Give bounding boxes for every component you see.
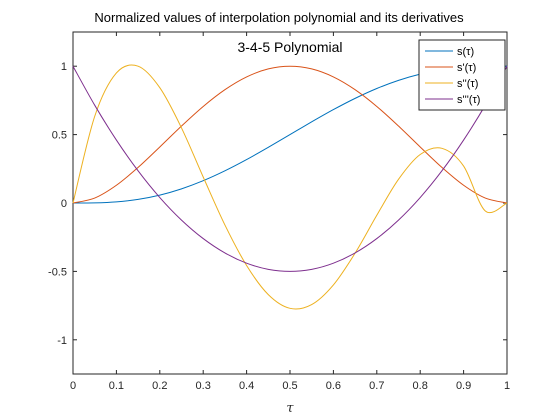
x-tick-label: 0.5 [282, 380, 297, 392]
legend-box [418, 39, 506, 111]
y-tick-label: 0.5 [52, 130, 67, 142]
x-tick-label: 0.2 [152, 380, 167, 392]
x-tick-label: 0.6 [326, 380, 341, 392]
x-tick-label: 0.7 [369, 380, 384, 392]
x-tick-label: 0.3 [196, 380, 211, 392]
chart-title: Normalized values of interpolation polyn… [94, 10, 464, 25]
legend: s(τ) s'(τ) s''(τ) s'''(τ) [418, 39, 506, 111]
series-line-1 [72, 65, 508, 204]
y-tick-label: -1 [57, 335, 67, 347]
chart-subtitle: 3-4-5 Polynomial [237, 39, 342, 55]
y-tick-label: 0 [61, 198, 67, 210]
legend-entry: s'''(τ) [457, 94, 480, 106]
x-tick-label: 0.9 [456, 380, 471, 392]
y-tick-label: -0.5 [48, 266, 67, 278]
legend-entry: s''(τ) [457, 78, 478, 90]
series-line-2 [72, 64, 508, 310]
x-tick-label: 0 [70, 380, 76, 392]
x-tick-label: 0.1 [109, 380, 124, 392]
x-tick-label: 0.4 [239, 380, 254, 392]
y-tick-label: 1 [61, 61, 67, 73]
axis-ticks: 0 0.1 0.2 0.3 0.4 0.5 0.6 0.7 0.8 0.9 1 1 0.5 0 -0.5 -1 [48, 32, 510, 392]
series-line-3 [72, 65, 508, 272]
x-tick-label: 1 [504, 380, 510, 392]
x-tick-label: 0.8 [413, 380, 428, 392]
x-axis-label: τ [286, 401, 294, 416]
legend-entry: s'(τ) [457, 62, 476, 74]
legend-entry: s(τ) [457, 46, 474, 58]
